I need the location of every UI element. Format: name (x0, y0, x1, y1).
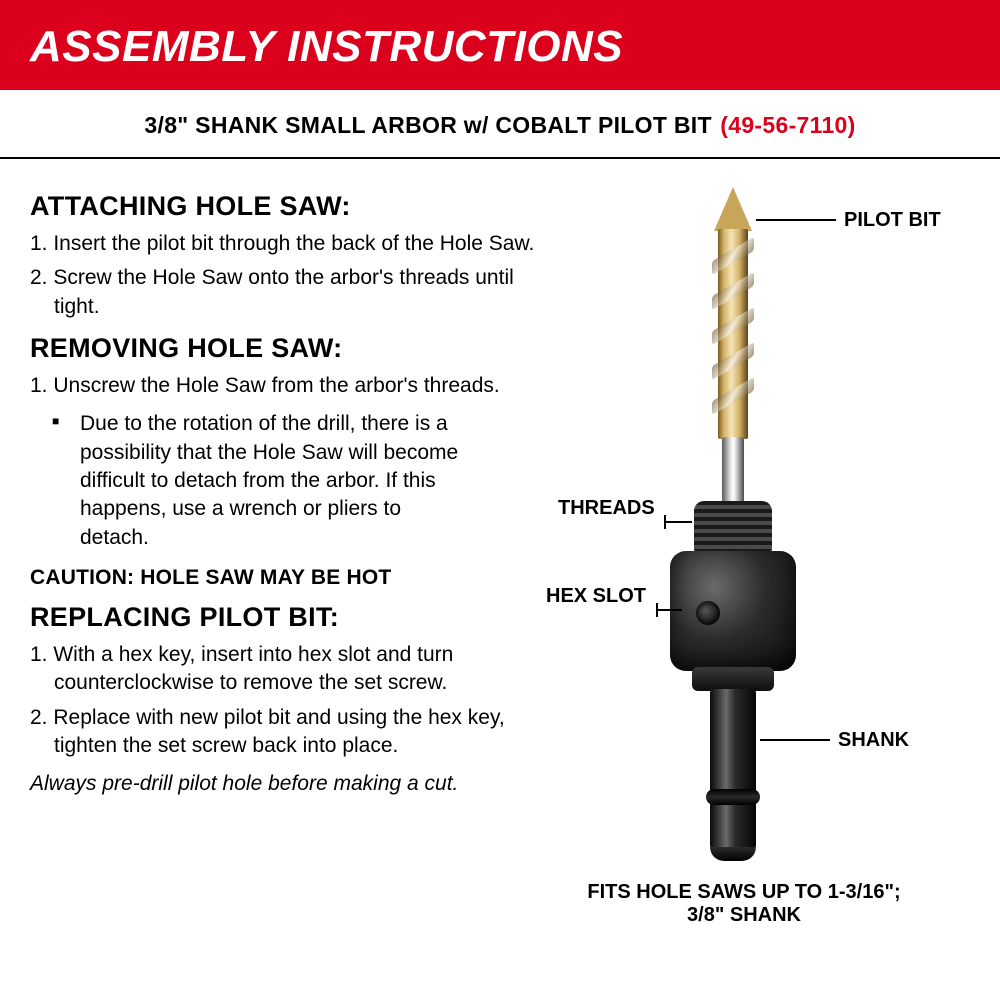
callout-shank: SHANK (838, 729, 909, 752)
product-name: 3/8" SHANK SMALL ARBOR w/ COBALT PILOT B… (144, 112, 711, 138)
subheader-band: 3/8" SHANK SMALL ARBOR w/ COBALT PILOT B… (0, 90, 1000, 159)
leader-line (658, 609, 682, 611)
diagram-column: PILOT BIT THREADS HEX SLOT SHANK FITS HO… (560, 179, 1000, 939)
remove-step-1: 1. Unscrew the Hole Saw from the arbor's… (30, 372, 540, 400)
shank-tip-shape (710, 847, 756, 861)
remove-heading: REMOVING HOLE SAW: (30, 333, 540, 364)
replace-step-2: 2. Replace with new pilot bit and using … (30, 704, 540, 761)
replace-heading: REPLACING PILOT BIT: (30, 602, 540, 633)
caution-text: CAUTION: HOLE SAW MAY BE HOT (30, 566, 540, 590)
callout-pilot-bit: PILOT BIT (844, 209, 941, 232)
silver-shaft-shape (722, 437, 744, 503)
page-title: ASSEMBLY INSTRUCTIONS (30, 22, 970, 72)
threads-shape (694, 501, 772, 553)
attach-heading: ATTACHING HOLE SAW: (30, 191, 540, 222)
part-number: (49-56-7110) (720, 112, 855, 138)
callout-threads: THREADS (558, 497, 655, 520)
replace-step-1: 1. With a hex key, insert into hex slot … (30, 641, 540, 698)
leader-line (664, 515, 666, 529)
hex-shank-shape (710, 689, 756, 849)
pilot-tip-shape (714, 187, 752, 231)
header-band: ASSEMBLY INSTRUCTIONS (0, 0, 1000, 90)
shank-groove-shape (706, 789, 760, 805)
leader-line (656, 603, 658, 617)
predrill-note: Always pre-drill pilot hole before makin… (30, 772, 540, 796)
leader-line (666, 521, 692, 523)
step-ring-shape (692, 667, 774, 691)
callout-hex-slot: HEX SLOT (546, 585, 646, 608)
attach-step-1: 1. Insert the pilot bit through the back… (30, 230, 540, 258)
leader-line (756, 219, 836, 221)
instructions-column: ATTACHING HOLE SAW: 1. Insert the pilot … (30, 179, 560, 939)
content-wrap: ATTACHING HOLE SAW: 1. Insert the pilot … (0, 159, 1000, 939)
remove-bullet: Due to the rotation of the drill, there … (30, 410, 470, 552)
diagram-caption: FITS HOLE SAWS UP TO 1-3/16"; 3/8" SHANK (574, 881, 914, 927)
collar-shape (670, 551, 796, 671)
remove-bullet-text: Due to the rotation of the drill, there … (80, 410, 470, 552)
leader-line (760, 739, 830, 741)
attach-step-2: 2. Screw the Hole Saw onto the arbor's t… (30, 264, 540, 321)
